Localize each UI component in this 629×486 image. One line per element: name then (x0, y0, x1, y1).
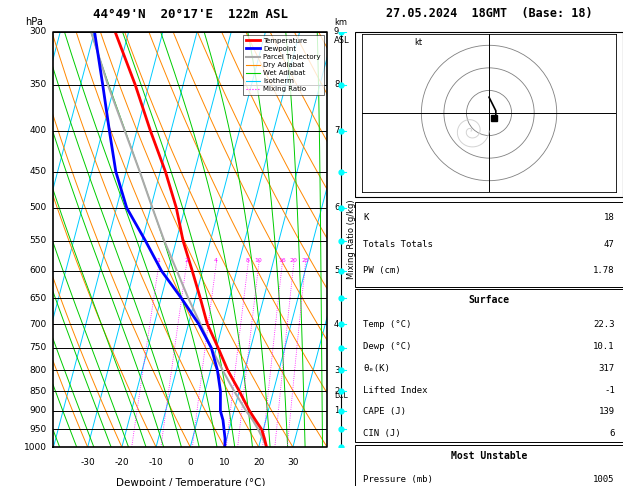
Text: 350: 350 (30, 80, 47, 89)
Text: 27.05.2024  18GMT  (Base: 18): 27.05.2024 18GMT (Base: 18) (386, 7, 593, 20)
Text: 800: 800 (30, 365, 47, 375)
Bar (355, 202, 623, 287)
Text: 850: 850 (30, 386, 47, 396)
Text: Dewpoint / Temperature (°C): Dewpoint / Temperature (°C) (116, 478, 265, 486)
Text: 700: 700 (30, 319, 47, 329)
Bar (355, 445, 623, 486)
Text: 139: 139 (599, 407, 615, 417)
Text: Dewp (°C): Dewp (°C) (364, 342, 412, 351)
Text: 900: 900 (30, 406, 47, 415)
Text: 16: 16 (278, 258, 286, 263)
Text: -20: -20 (114, 457, 129, 467)
Bar (355, 289, 623, 442)
Text: Surface: Surface (469, 295, 509, 305)
Text: 950: 950 (30, 425, 47, 434)
Text: 10: 10 (255, 258, 262, 263)
Text: -30: -30 (81, 457, 95, 467)
Text: 44°49'N  20°17'E  122m ASL: 44°49'N 20°17'E 122m ASL (92, 8, 288, 21)
Text: K: K (364, 213, 369, 222)
Text: 1000: 1000 (24, 443, 47, 451)
Text: Mixing Ratio (g/kg): Mixing Ratio (g/kg) (347, 200, 356, 279)
Text: 750: 750 (30, 343, 47, 352)
Text: Pressure (mb): Pressure (mb) (364, 475, 433, 485)
Text: 9: 9 (334, 27, 339, 36)
Text: 2: 2 (184, 258, 189, 263)
Text: ASL: ASL (334, 36, 350, 45)
Text: 500: 500 (30, 204, 47, 212)
Text: 1: 1 (157, 258, 160, 263)
Text: 550: 550 (30, 236, 47, 245)
Text: 10.1: 10.1 (593, 342, 615, 351)
Text: 650: 650 (30, 294, 47, 303)
Text: 1: 1 (334, 406, 339, 415)
Text: 4: 4 (214, 258, 218, 263)
Text: 6: 6 (610, 429, 615, 438)
Text: 22.3: 22.3 (593, 320, 615, 329)
Text: hPa: hPa (25, 17, 43, 27)
Text: 10: 10 (219, 457, 230, 467)
Text: -1: -1 (604, 385, 615, 395)
Text: Totals Totals: Totals Totals (364, 240, 433, 249)
Text: 317: 317 (599, 364, 615, 373)
Text: θₑ(K): θₑ(K) (364, 364, 390, 373)
Text: CIN (J): CIN (J) (364, 429, 401, 438)
Text: 300: 300 (30, 27, 47, 36)
Text: 1005: 1005 (593, 475, 615, 485)
Text: 20: 20 (289, 258, 298, 263)
Text: kt: kt (415, 38, 423, 47)
Text: 2: 2 (334, 386, 339, 396)
Text: 7: 7 (334, 126, 339, 136)
Text: 8: 8 (246, 258, 250, 263)
Text: 8: 8 (334, 80, 339, 89)
Text: 4: 4 (334, 319, 339, 329)
Text: LCL: LCL (334, 391, 348, 399)
Text: 1.78: 1.78 (593, 266, 615, 276)
Text: 20: 20 (253, 457, 264, 467)
Text: 600: 600 (30, 266, 47, 275)
Text: CAPE (J): CAPE (J) (364, 407, 406, 417)
Bar (355, 32, 623, 197)
Text: 3: 3 (334, 365, 339, 375)
Text: 400: 400 (30, 126, 47, 136)
Text: 0: 0 (187, 457, 193, 467)
Text: 47: 47 (604, 240, 615, 249)
Text: Most Unstable: Most Unstable (451, 451, 527, 461)
Legend: Temperature, Dewpoint, Parcel Trajectory, Dry Adiabat, Wet Adiabat, Isotherm, Mi: Temperature, Dewpoint, Parcel Trajectory… (243, 35, 323, 95)
Text: 450: 450 (30, 167, 47, 176)
Text: km: km (334, 18, 347, 27)
Text: 5: 5 (334, 266, 339, 275)
Text: 18: 18 (604, 213, 615, 222)
Text: PW (cm): PW (cm) (364, 266, 401, 276)
Text: -10: -10 (148, 457, 164, 467)
Text: 6: 6 (334, 204, 339, 212)
Text: Lifted Index: Lifted Index (364, 385, 428, 395)
Text: 30: 30 (287, 457, 299, 467)
Text: Temp (°C): Temp (°C) (364, 320, 412, 329)
Text: 25: 25 (301, 258, 309, 263)
